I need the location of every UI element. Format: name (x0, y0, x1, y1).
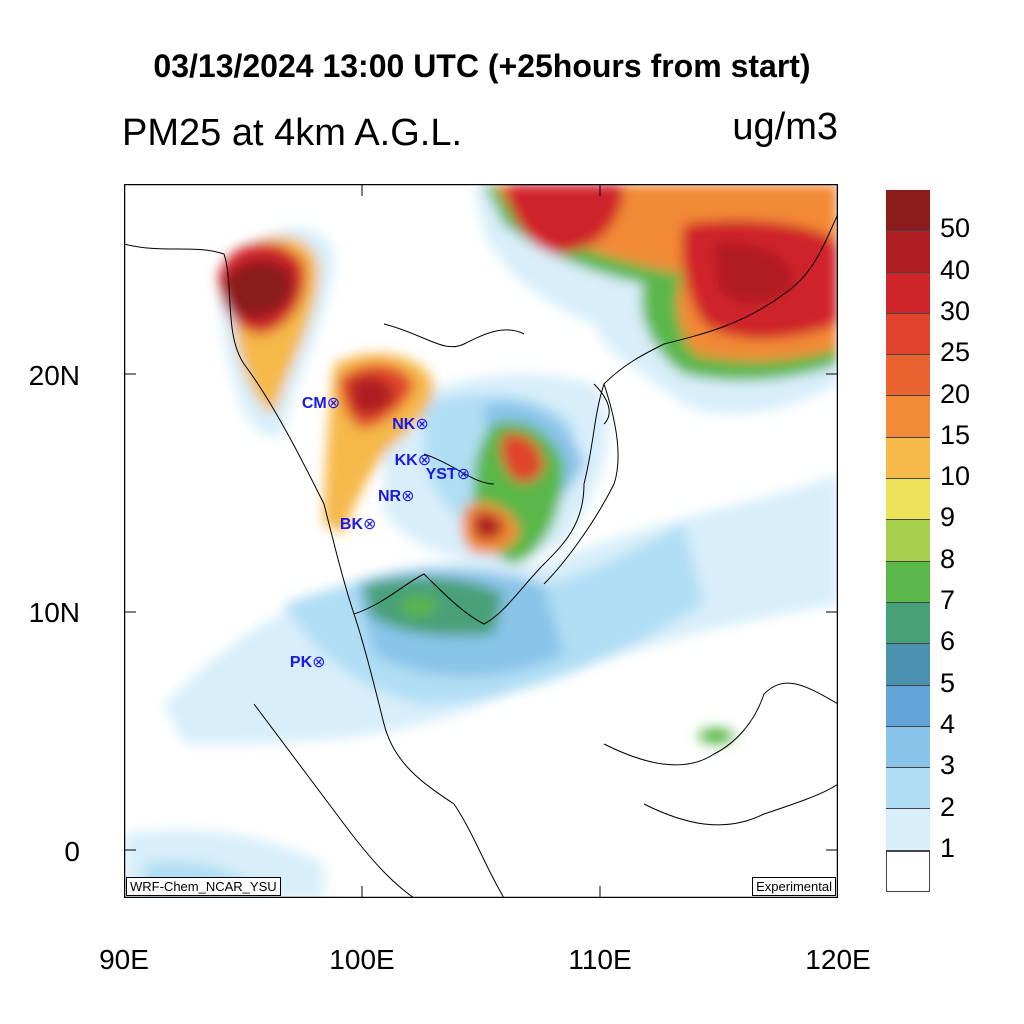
map-panel: WRF-Chem_NCAR_YSU Experimental CM⊗ NK⊗ KK⊗… (123, 183, 839, 899)
colorbar-label: 9 (940, 502, 956, 533)
colorbar-segment (886, 561, 930, 603)
station-marker-icon: ⊗ (417, 452, 432, 470)
station-nk: NK⊗ (392, 414, 429, 434)
station-name: CM (301, 394, 327, 412)
status-tag: Experimental (752, 877, 836, 896)
colorbar-segment (886, 272, 930, 314)
station-name: PK (289, 654, 313, 672)
colorbar-label: 25 (940, 337, 971, 368)
station-marker-icon: ⊗ (363, 516, 377, 534)
model-tag: WRF-Chem_NCAR_YSU (126, 877, 281, 896)
station-nr: NR⊗ (378, 486, 415, 506)
map-ticks (124, 184, 838, 898)
coastlines (124, 213, 838, 898)
station-name: KK (394, 452, 418, 470)
colorbar-label: 30 (940, 295, 971, 326)
colorbar-segment (886, 479, 930, 521)
station-bk: BK⊗ (340, 514, 377, 534)
lon-label-110e: 110E (568, 944, 632, 975)
colorbar-label: 10 (940, 461, 971, 492)
variable-label: PM25 at 4km A.G.L. (122, 112, 463, 154)
colorbar-segment (886, 602, 930, 645)
colorbar-label: 15 (940, 419, 971, 450)
colorbar-label: 1 (940, 832, 956, 863)
pm25-field-map (123, 183, 839, 899)
lat-label-0: 0 (64, 836, 80, 867)
station-marker-icon: ⊗ (312, 654, 326, 672)
station-name: NR (377, 487, 402, 505)
station-marker-icon: ⊗ (456, 466, 471, 484)
colorbar-segment (886, 644, 930, 686)
colorbar-label: 50 (940, 213, 971, 244)
station-marker-icon: ⊗ (401, 487, 415, 505)
station-name: NK (392, 416, 416, 434)
lat-label-20n: 20N (28, 360, 80, 391)
lon-label-90e: 90E (99, 944, 149, 975)
colorbar-label: 2 (940, 791, 956, 822)
colorbar-label: 40 (940, 254, 971, 285)
colorbar-label: 8 (940, 543, 956, 574)
colorbar-segment (886, 520, 930, 562)
colorbar-segment (886, 726, 930, 769)
station-kk: KK⊗ (395, 450, 432, 470)
colorbar-segment (886, 313, 930, 356)
colorbar-segment (886, 190, 930, 232)
colorbar-segment (886, 685, 930, 727)
station-yst: YST⊗ (426, 464, 471, 484)
colorbar-label: 4 (940, 708, 956, 739)
colorbar-label: 7 (940, 585, 956, 615)
map-title: 03/13/2024 13:00 UTC (+25hours from star… (153, 48, 811, 84)
colorbar-segment (886, 437, 930, 480)
station-pk: PK⊗ (290, 652, 326, 672)
colorbar-segment (886, 768, 930, 810)
colorbar-segment (886, 396, 930, 438)
station-name: BK (339, 516, 363, 534)
colorbar (886, 190, 930, 893)
lon-label-100e: 100E (329, 944, 395, 975)
colorbar-label: 3 (940, 750, 956, 781)
colorbar-segment (886, 850, 930, 893)
colorbar-segment (886, 231, 930, 273)
unit-label: ug/m3 (732, 106, 838, 148)
pm25-contours (124, 184, 838, 898)
station-name: YST (425, 466, 457, 484)
lat-label-10n: 10N (28, 597, 80, 628)
station-marker-icon: ⊗ (326, 394, 341, 412)
colorbar-segment (886, 809, 930, 851)
colorbar-label: 6 (940, 626, 956, 657)
lon-label-120e: 120E (805, 944, 871, 975)
station-cm: CM⊗ (302, 393, 340, 413)
map-border (123, 183, 839, 899)
colorbar-segment (886, 355, 930, 397)
colorbar-label: 20 (940, 378, 971, 409)
colorbar-label: 5 (940, 667, 956, 698)
station-marker-icon: ⊗ (415, 416, 429, 434)
